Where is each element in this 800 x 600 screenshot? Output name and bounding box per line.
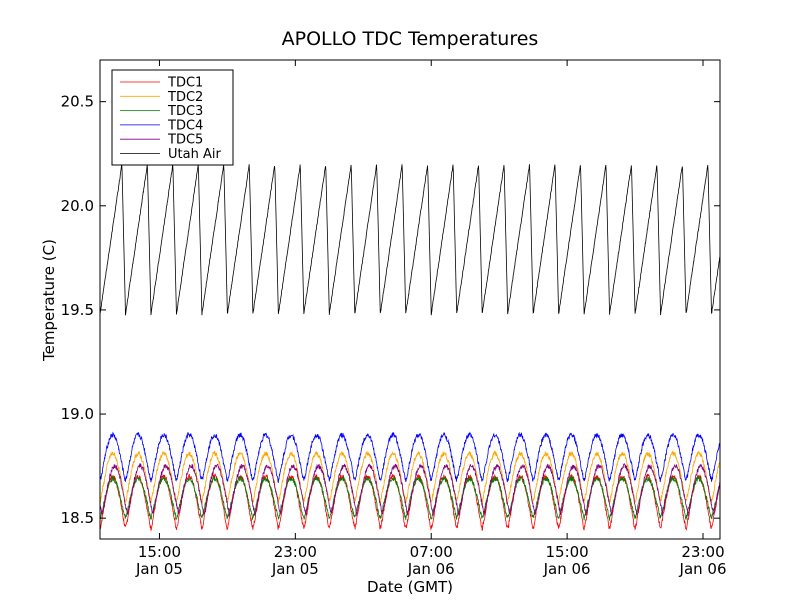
legend-label: TDC3 [167,104,203,119]
x-tick-label-date: Jan 05 [135,560,183,578]
series-layer [100,164,720,531]
legend-label: TDC1 [167,76,203,91]
y-tick-label: 18.5 [61,509,94,527]
x-axis-label: Date (GMT) [367,578,453,596]
x-tick-label-date: Jan 06 [679,560,727,578]
x-tick-label-date: Jan 05 [271,560,319,578]
legend-label: TDC4 [167,118,203,133]
legend-label: TDC5 [167,133,203,148]
series-line-tdc4 [100,431,720,483]
x-tick-label-time: 15:00 [546,543,589,561]
y-tick-label: 19.0 [61,405,94,423]
series-line-utah-air [100,164,720,316]
y-axis-label: Temperature (C) [40,239,58,362]
y-tick-label: 20.0 [61,197,94,215]
x-tick-label-date: Jan 06 [407,560,455,578]
chart-title: APOLLO TDC Temperatures [282,28,539,50]
legend-label: Utah Air [168,147,221,162]
series-line-tdc5 [100,462,720,517]
x-tick-label-time: 15:00 [138,543,181,561]
legend-box [111,69,234,166]
series-line-tdc3 [100,475,720,521]
x-tick-label-time: 23:00 [681,543,724,561]
y-tick-label: 19.5 [61,301,94,319]
x-tick-label-time: 23:00 [274,543,317,561]
plot-frame [99,59,721,540]
x-tick-label-date: Jan 06 [543,560,591,578]
legend-label: TDC2 [167,90,203,105]
y-tick-label: 20.5 [61,93,94,111]
x-tick-label-time: 07:00 [410,543,453,561]
series-line-tdc2 [100,450,720,505]
